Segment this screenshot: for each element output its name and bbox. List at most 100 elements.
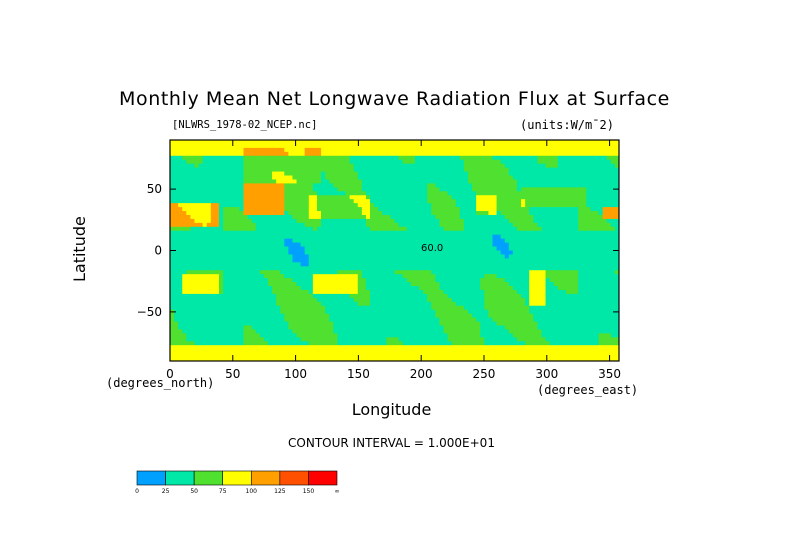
field-cell <box>570 191 575 196</box>
field-cell <box>259 163 265 169</box>
field-cell <box>267 191 273 196</box>
field-cell <box>447 191 453 196</box>
field-cell <box>484 195 489 200</box>
field-cell <box>598 155 604 161</box>
field-cell <box>476 155 481 161</box>
field-cell <box>214 305 220 311</box>
field-cell <box>492 171 498 177</box>
field-cell <box>178 250 183 256</box>
field-cell <box>251 218 257 224</box>
field-cell <box>276 203 281 208</box>
field-cell <box>545 293 551 299</box>
field-cell <box>214 266 220 271</box>
field-cell <box>525 159 530 165</box>
field-cell <box>496 140 502 145</box>
field-cell <box>361 262 367 267</box>
field-cell <box>276 191 281 196</box>
field-cell <box>467 262 473 267</box>
field-cell <box>272 191 277 196</box>
field-cell <box>214 155 220 161</box>
field-cell <box>476 289 481 295</box>
field-cell <box>263 171 269 177</box>
field-cell <box>321 147 326 153</box>
field-cell <box>606 218 612 224</box>
field-cell <box>198 293 204 299</box>
field-cell <box>492 293 498 299</box>
field-cell <box>357 262 363 267</box>
field-cell <box>598 254 604 259</box>
field-cell <box>272 297 277 303</box>
field-cell <box>198 238 204 244</box>
field-cell <box>414 203 420 208</box>
field-cell <box>272 305 277 311</box>
field-cell <box>288 222 294 228</box>
field-cell <box>390 211 396 216</box>
units-label: (units:W/m¯2) <box>520 118 614 132</box>
field-cell <box>586 286 592 291</box>
field-cell <box>349 258 355 263</box>
field-cell <box>247 159 253 165</box>
field-cell <box>602 171 608 177</box>
field-cell <box>610 171 616 177</box>
field-cell <box>594 289 600 295</box>
field-cell <box>190 171 196 177</box>
field-cell <box>304 270 310 275</box>
field-cell <box>382 207 387 212</box>
field-cell <box>170 286 175 291</box>
field-cell <box>561 151 567 157</box>
field-cell <box>414 230 420 236</box>
field-cell <box>455 301 461 307</box>
field-cell <box>243 305 249 311</box>
field-cell <box>574 211 579 216</box>
field-cell <box>374 155 379 161</box>
field-cell <box>443 254 449 259</box>
field-cell <box>557 155 563 161</box>
field-cell <box>557 286 563 291</box>
field-cell <box>553 246 559 252</box>
field-cell <box>321 187 326 192</box>
field-cell <box>508 218 514 224</box>
field-cell <box>382 167 387 173</box>
field-cell <box>590 301 596 307</box>
field-cell <box>610 211 616 216</box>
field-cell <box>345 167 351 173</box>
field-cell <box>598 147 604 153</box>
field-cell <box>300 238 306 244</box>
field-cell <box>210 143 216 149</box>
field-cell <box>231 270 236 275</box>
field-cell <box>451 270 457 275</box>
field-cell <box>606 214 612 220</box>
field-cell <box>174 218 179 224</box>
field-cell <box>206 246 212 252</box>
field-cell <box>533 187 538 192</box>
field-cell <box>427 195 432 200</box>
field-cell <box>435 305 440 311</box>
field-cell <box>341 199 347 204</box>
field-cell <box>423 246 428 252</box>
field-cell <box>496 222 502 228</box>
field-cell <box>337 214 343 220</box>
field-cell <box>406 222 412 228</box>
field-cell <box>553 167 559 173</box>
field-cell <box>590 214 596 220</box>
field-cell <box>590 258 596 263</box>
field-cell <box>251 254 257 259</box>
field-cell <box>370 309 375 315</box>
field-cell <box>231 214 236 220</box>
field-cell <box>496 242 502 248</box>
field-cell <box>451 293 457 299</box>
field-cell <box>561 266 567 271</box>
field-cell <box>598 195 604 200</box>
field-cell <box>484 222 489 228</box>
field-cell <box>525 191 530 196</box>
field-cell <box>223 301 228 307</box>
field-cell <box>259 187 265 192</box>
field-cell <box>549 191 555 196</box>
field-cell <box>296 151 302 157</box>
field-cell <box>190 218 196 224</box>
field-cell <box>398 151 404 157</box>
field-cell <box>508 309 514 315</box>
field-cell <box>337 250 343 256</box>
field-cell <box>561 163 567 169</box>
field-cell <box>276 155 281 161</box>
